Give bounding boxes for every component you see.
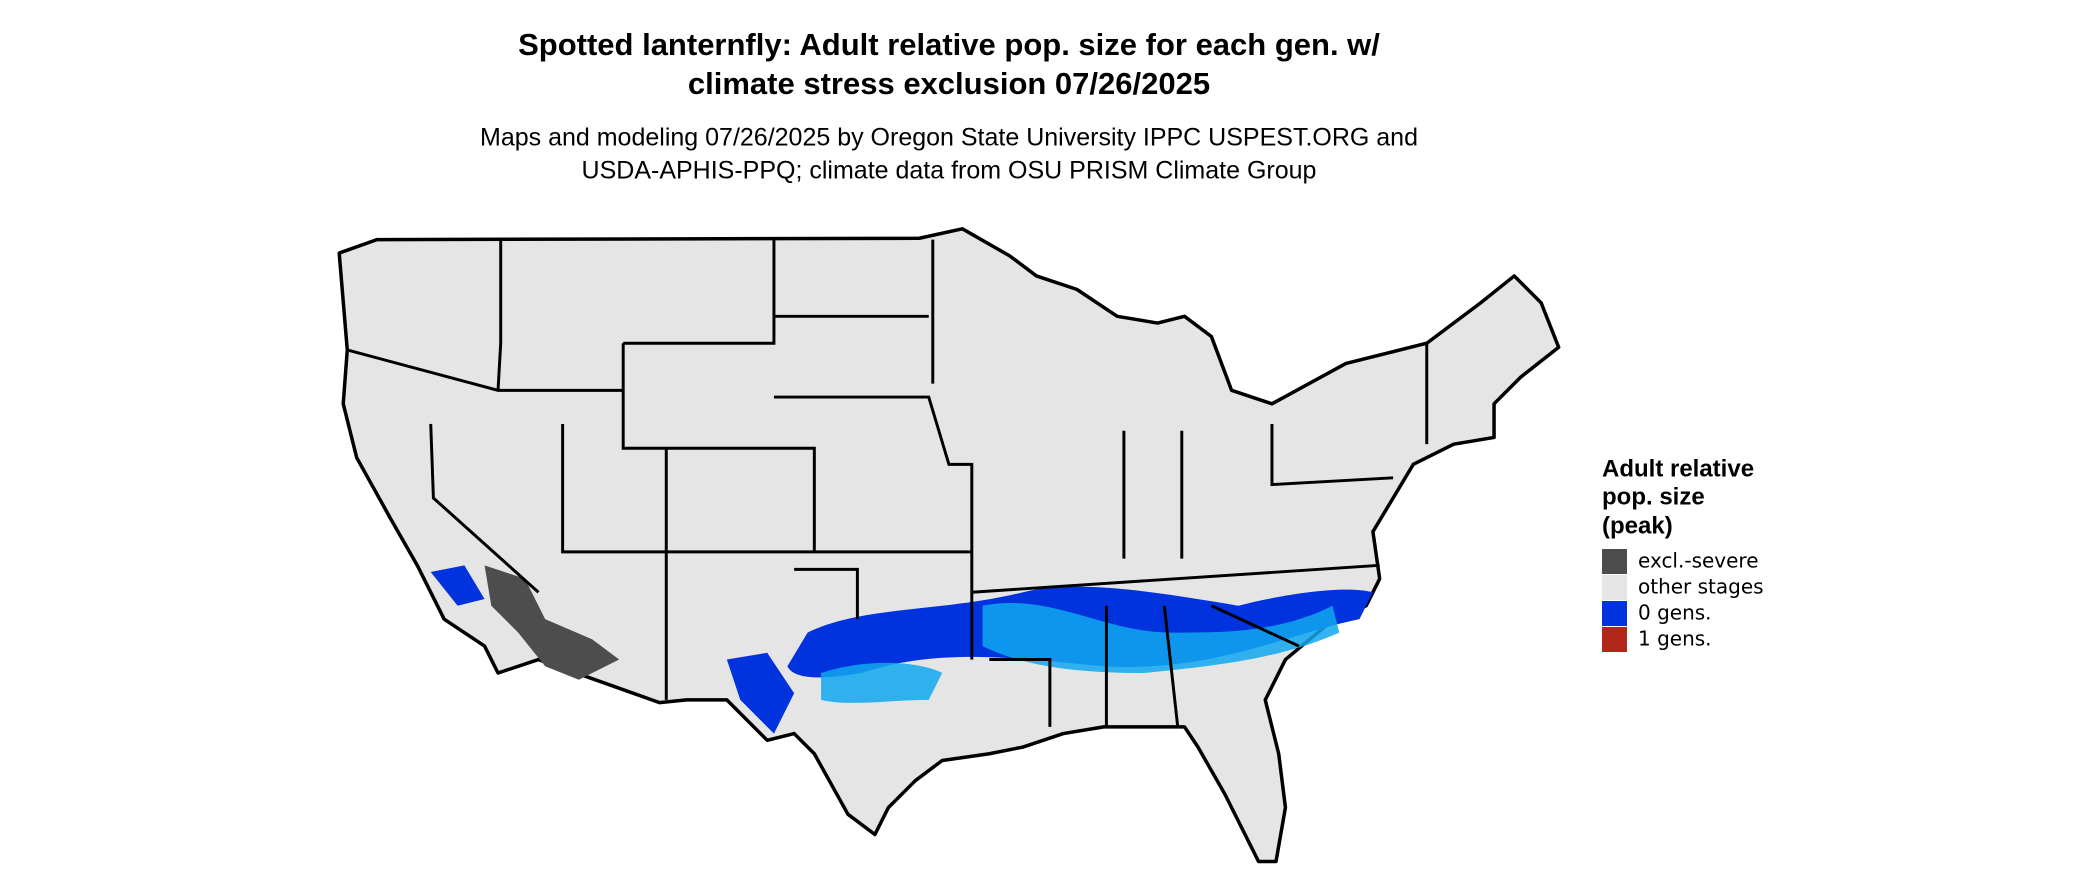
legend-label: 1 gens.: [1638, 627, 1712, 651]
legend-swatch: [1602, 575, 1627, 600]
legend-label: other stages: [1638, 575, 1764, 599]
legend-title: pop. size: [1602, 483, 1705, 510]
map: [337, 227, 1561, 864]
subtitle: USDA-APHIS-PPQ; climate data from OSU PR…: [582, 157, 1317, 185]
state-borders: [346, 238, 1429, 728]
legend-label: excl.-severe: [1638, 549, 1759, 573]
title: Spotted lanternfly: Adult relative pop. …: [518, 27, 1380, 62]
subtitle: Maps and modeling 07/26/2025 by Oregon S…: [480, 124, 1418, 152]
title: climate stress exclusion 07/26/2025: [688, 66, 1210, 101]
us-outline: [337, 227, 1561, 864]
habitat-excluded: [484, 565, 620, 680]
legend-swatch: [1602, 627, 1627, 652]
header: Spotted lanternfly: Adult relative pop. …: [480, 27, 1418, 184]
legend-swatch: [1602, 601, 1627, 626]
habitat-light: [821, 602, 1340, 703]
legend-title: (peak): [1602, 512, 1673, 539]
legend-swatch: [1602, 549, 1627, 574]
legend-title: Adult relative: [1602, 455, 1754, 482]
legend-label: 0 gens.: [1638, 601, 1712, 625]
legend: Adult relative pop. size (peak) excl.-se…: [1602, 455, 1764, 652]
